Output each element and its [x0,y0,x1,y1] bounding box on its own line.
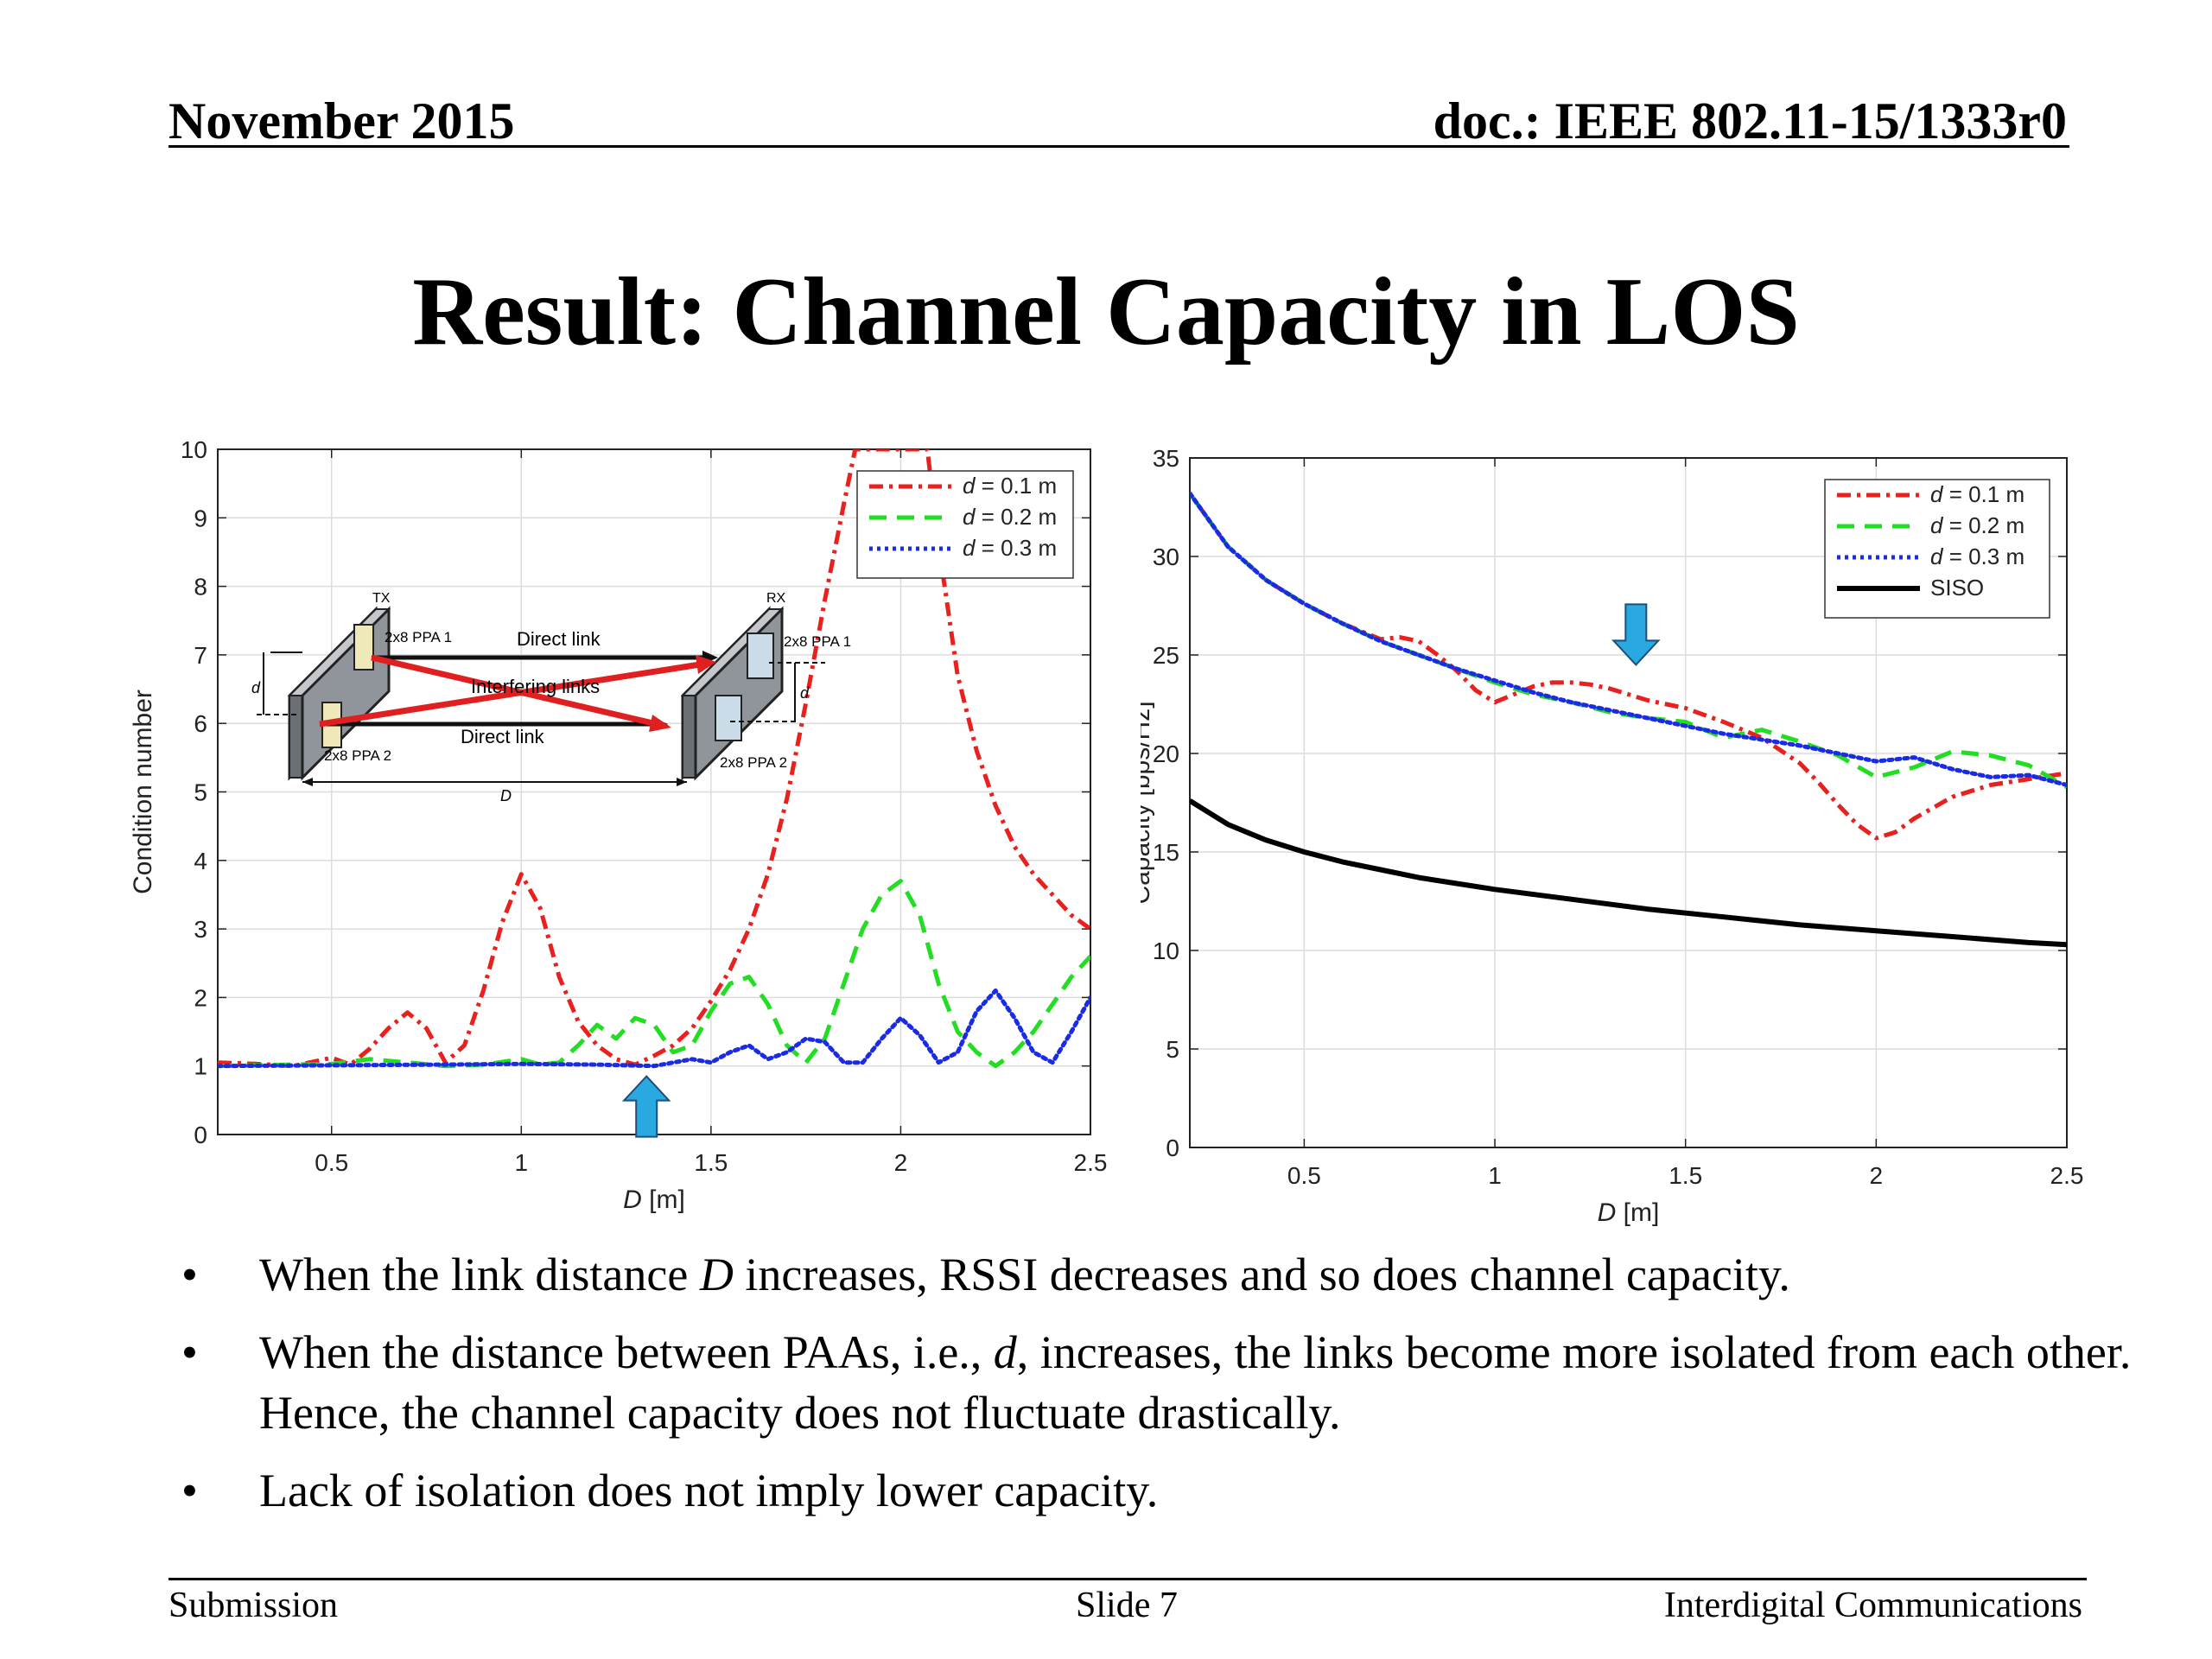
x-axis-label-unit: [m] [642,1185,685,1214]
legend-label-3: d = 0.3 m [963,535,1057,561]
inset-tx-ppa2: 2x8 PPA 2 [324,747,391,764]
bullet-item-3: • Lack of isolation does not imply lower … [181,1460,2134,1521]
bullet-text-part: When the link distance [259,1249,700,1300]
bullet-marker: • [181,1326,198,1378]
y-tick-label: 0 [194,1122,207,1148]
y-tick-label: 5 [1166,1036,1179,1063]
x-axis-label-var: D [623,1185,642,1214]
x-axis-label: D [m] [1598,1198,1660,1227]
legend-label-1: d = 0.1 m [963,473,1057,499]
up-arrow-marker [621,1075,671,1138]
x-tick-label: 1.5 [694,1149,728,1176]
header-doc-id: doc.: IEEE 802.11-15/1333r0 [1433,92,2067,149]
series-line-2 [218,879,1090,1069]
legend-label-2: d = 0.2 m [1930,512,2024,538]
series-group [1190,491,2067,948]
footer-slide-number: Slide 7 [1076,1586,1178,1625]
x-tick-label: 1 [515,1149,529,1176]
y-tick-label: 2 [194,984,207,1011]
y-tick-label: 30 [1153,543,1179,570]
y-axis-label: Condition number [129,690,157,894]
series-group [218,449,1090,1069]
x-tick-label: 2 [1870,1162,1884,1189]
series-line-1 [218,449,1090,1069]
antenna-setup-inset: TX RX 2x8 PPA 1 2x8 PPA 2 2x8 PPA 1 2x8 … [251,591,851,804]
bullet-item-1: • When the link distance D increases, RSS… [181,1244,2134,1305]
y-tick-label: 8 [194,574,207,601]
bullet-text-part: , increases, the links become more isola… [259,1326,2132,1439]
down-arrow-icon [1611,603,1661,666]
legend: d = 0.1 m d = 0.2 m d = 0.3 m [856,470,1074,579]
capacity-chart: 0.5 1 1.5 2 2.5 0 5 10 15 20 25 30 35 D [m] Capacity [… [1141,445,2083,1227]
x-tick-label: 1 [1488,1162,1502,1189]
y-tick-label: 0 [1166,1135,1179,1161]
inset-D-label: D [500,787,512,804]
x-tick-label: 0.5 [1287,1162,1321,1189]
footer-company: Interdigital Communications [1663,1586,2082,1625]
inset-d-right: d [800,684,810,702]
bullet-text-part: increases, RSSI decreases and so does ch… [733,1249,1790,1300]
y-tick-label: 35 [1153,445,1179,472]
bullet-item-2: • When the distance between PAAs, i.e., d… [181,1322,2134,1443]
header-date: November 2015 [168,92,515,149]
y-tick-label: 15 [1153,839,1179,866]
y-tick-label: 3 [194,916,207,943]
x-axis-label-var: D [1598,1198,1617,1227]
inset-direct-link-bottom: Direct link [461,726,545,747]
x-tick-label: 2.5 [2050,1162,2084,1189]
x-tick-label: 1.5 [1669,1162,1702,1189]
bullet-text-part: d [993,1326,1017,1378]
bullet-text-part: Lack of isolation does not imply lower c… [259,1465,1159,1516]
condition-number-chart: 0.5 1 1.5 2 2.5 0 1 2 3 4 5 6 7 8 9 10 D [m] Condition nu… [129,436,1108,1214]
up-arrow-icon [621,1075,671,1138]
y-axis-label: Capacity [bps/Hz] [1141,701,1155,904]
y-tick-label: 6 [194,710,207,737]
inset-tx-label: TX [372,591,391,606]
inset-rx-label: RX [766,591,786,606]
legend-label-3: d = 0.3 m [1930,543,2024,569]
bullet-marker: • [181,1465,198,1516]
x-tick-label: 0.5 [315,1149,348,1176]
inset-direct-link-top: Direct link [517,628,601,650]
bullet-text-part: When the distance between PAAs, i.e., [259,1326,994,1378]
bullet-marker: • [181,1249,198,1300]
y-tick-label: 7 [194,642,207,669]
series-line-4 [1190,798,2067,948]
inset-rx-ppa2: 2x8 PPA 2 [720,754,787,771]
axes: 0.5 1 1.5 2 2.5 0 5 10 15 20 25 30 35 D [m] Capacity [… [1141,445,2083,1227]
x-axis-label-unit: [m] [1616,1198,1659,1227]
legend: d = 0.1 m d = 0.2 m d = 0.3 m SISO [1824,479,2050,619]
inset-rx-ppa1: 2x8 PPA 1 [784,633,851,650]
series-line-1 [1190,492,2067,841]
y-tick-label: 1 [194,1053,207,1080]
series-line-3 [1190,491,2067,787]
series-line-3 [218,988,1090,1069]
slide-title: Result: Channel Capacity in LOS [412,258,1800,365]
bullet-list: • When the link distance D increases, RSS… [181,1244,2134,1538]
x-axis-label: D [m] [623,1185,685,1214]
legend-label-4: SISO [1930,575,1984,601]
legend-box [856,470,1074,579]
footer-rule [168,1578,2087,1580]
y-tick-label: 4 [194,848,207,874]
inset-interfering-links: Interfering links [471,676,600,697]
y-tick-label: 20 [1153,741,1179,767]
x-tick-label: 2 [894,1149,908,1176]
bullet-text-part: D [699,1249,734,1300]
y-tick-label: 5 [194,779,207,806]
inset-tx-ppa1: 2x8 PPA 1 [385,629,452,645]
y-tick-label: 9 [194,505,207,531]
x-tick-label: 2.5 [1074,1149,1108,1176]
legend-label-1: d = 0.1 m [1930,481,2024,507]
y-tick-label: 10 [1153,938,1179,964]
y-tick-label: 10 [181,436,207,463]
legend-label-2: d = 0.2 m [963,504,1057,530]
y-tick-label: 25 [1153,642,1179,669]
down-arrow-marker [1611,603,1661,666]
header-rule [168,145,2069,148]
legend-box [1824,479,2050,619]
inset-d-left: d [251,679,261,696]
footer-submission: Submission [168,1586,339,1625]
